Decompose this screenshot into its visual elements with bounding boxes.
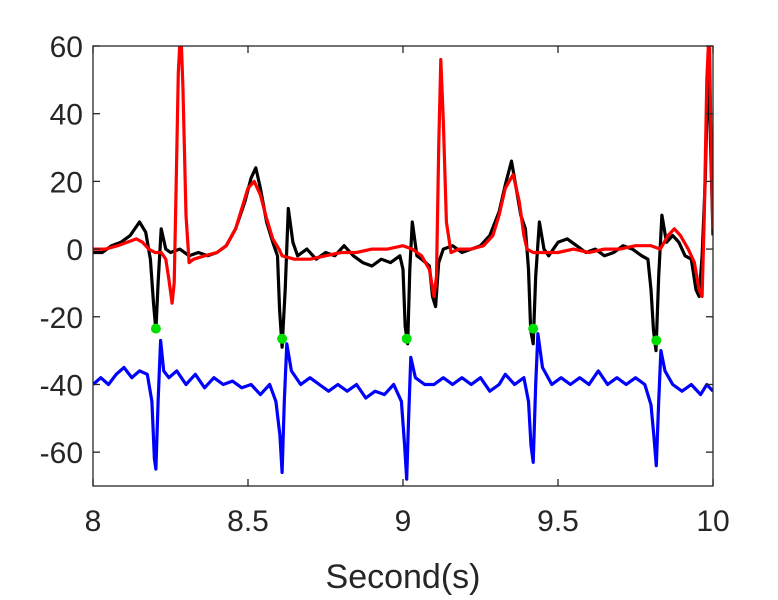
x-tick-label-4: 10 bbox=[696, 505, 729, 538]
y-tick-label-4: -20 bbox=[40, 302, 83, 335]
y-tick-label-6: -60 bbox=[40, 437, 83, 470]
peak-marker-0 bbox=[150, 323, 161, 334]
y-tick-label-5: -40 bbox=[40, 369, 83, 402]
y-tick-label-2: 20 bbox=[50, 166, 83, 199]
x-tick-label-3: 9.5 bbox=[537, 505, 579, 538]
peak-marker-3 bbox=[528, 323, 539, 334]
y-tick-label-0: 60 bbox=[50, 31, 83, 64]
series-line-2 bbox=[93, 332, 713, 481]
y-tick-label-1: 40 bbox=[50, 99, 83, 132]
x-axis-title: Second(s) bbox=[326, 558, 481, 596]
series-layer bbox=[93, 46, 713, 481]
ticks-layer: 8 8.5 9 9.5 10 60 40 20 0 -20 -40 -60 bbox=[40, 31, 730, 538]
x-tick-label-1: 8.5 bbox=[227, 505, 269, 538]
x-tick-label-2: 9 bbox=[395, 505, 412, 538]
y-tick-label-3: 0 bbox=[66, 234, 83, 267]
peak-marker-1 bbox=[277, 333, 288, 344]
peak-marker-2 bbox=[401, 333, 412, 344]
peak-marker-4 bbox=[651, 335, 662, 346]
series-line-1 bbox=[93, 46, 713, 305]
x-tick-label-0: 8 bbox=[85, 505, 102, 538]
